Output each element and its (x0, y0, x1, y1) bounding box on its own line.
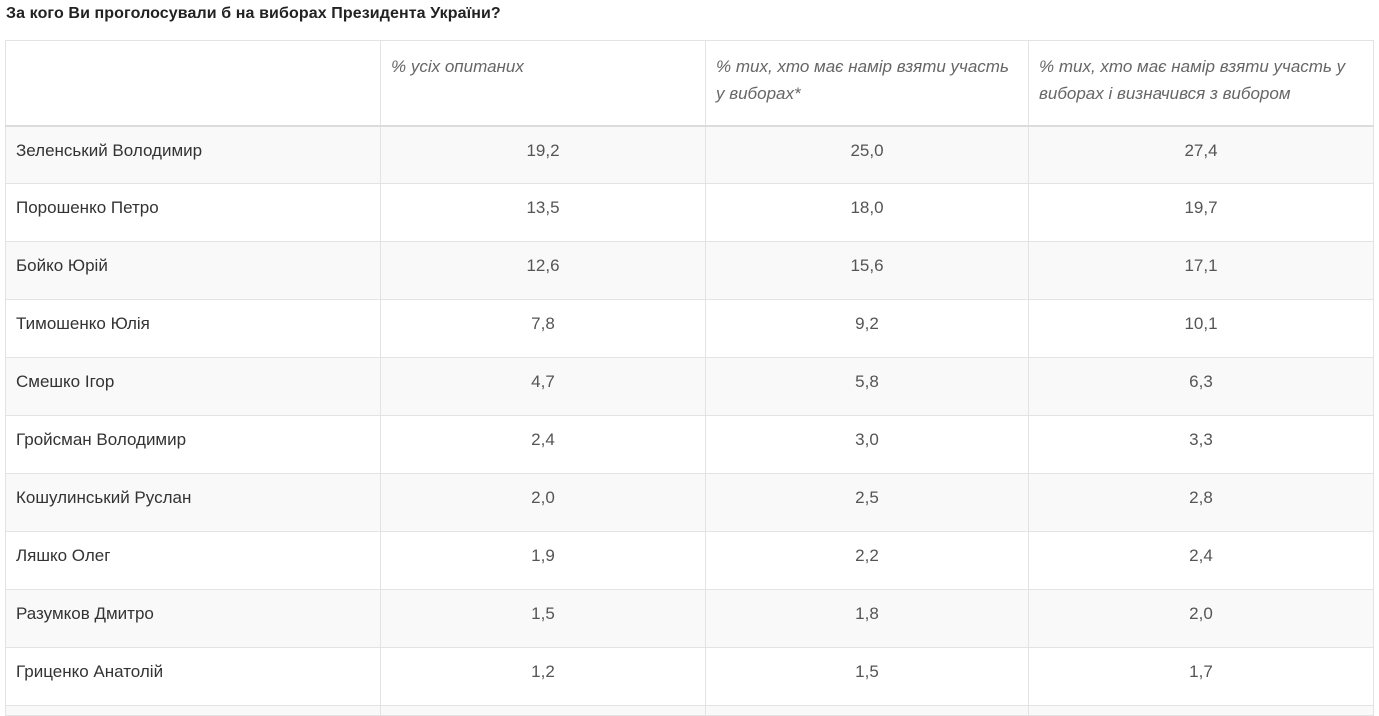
value-all-respondents: 2,4 (380, 415, 706, 474)
candidate-name: Порошенко Петро (5, 183, 381, 242)
value-intending-voters: 25,0 (705, 125, 1029, 184)
value-all-respondents: 1,5 (380, 589, 706, 648)
table-row: Порошенко Петро 13,5 18,0 19,7 (5, 183, 1374, 242)
candidate-name: Смешко Ігор (5, 357, 381, 416)
candidate-name: Кошулинський Руслан (5, 473, 381, 532)
value-all-respondents: 1,2 (380, 647, 706, 706)
table-row: Бойко Юрій 12,6 15,6 17,1 (5, 241, 1374, 300)
value-intending-voters: 18,0 (705, 183, 1029, 242)
value-intending-voters: 15,6 (705, 241, 1029, 300)
candidate-name: Разумков Дмитро (5, 589, 381, 648)
candidate-name: Бойко Юрій (5, 241, 381, 300)
value-all-respondents: 4,7 (380, 357, 706, 416)
table-row: Гриценко Анатолій 1,2 1,5 1,7 (5, 647, 1374, 706)
header-intending-voters: % тих, хто має намір взяти участь у вибо… (705, 40, 1029, 127)
value-intending-voters: 2,5 (705, 473, 1029, 532)
header-decided-voters: % тих, хто має намір взяти участь у вибо… (1028, 40, 1374, 127)
value-intending-voters: 3,0 (705, 415, 1029, 474)
value-decided-voters: 10,1 (1028, 299, 1374, 358)
value-all-respondents: 2,0 (380, 473, 706, 532)
header-candidate (5, 40, 381, 127)
value-decided-voters: 2,8 (1028, 473, 1374, 532)
value-decided-voters: 2,0 (1028, 589, 1374, 648)
header-all-respondents: % усіх опитаних (380, 40, 706, 127)
value-all-respondents: 7,8 (380, 299, 706, 358)
table-row: Разумков Дмитро 1,5 1,8 2,0 (5, 589, 1374, 648)
value-decided-voters: 6,3 (1028, 357, 1374, 416)
header-row: % усіх опитаних % тих, хто має намір взя… (5, 40, 1374, 127)
candidate-name: Ляшко Олег (5, 531, 381, 590)
value-intending-voters: 1,5 (705, 647, 1029, 706)
value-all-respondents: 12,6 (380, 241, 706, 300)
candidate-name: Зеленський Володимир (5, 125, 381, 184)
value-all-respondents: 19,2 (380, 125, 706, 184)
value-decided-voters: 19,7 (1028, 183, 1374, 242)
table-body: Зеленський Володимир 19,2 25,0 27,4 Порошенк… (5, 125, 1374, 716)
value-decided-voters: 3,3 (1028, 415, 1374, 474)
value-decided-voters: 1,7 (1028, 647, 1374, 706)
table-row: Гройсман Володимир 2,4 3,0 3,3 (5, 415, 1374, 474)
value-decided-voters: 27,4 (1028, 125, 1374, 184)
page-title: За кого Ви проголосували б на виборах Пр… (6, 5, 501, 22)
table-row: Кошулинський Руслан 2,0 2,5 2,8 (5, 473, 1374, 532)
value-intending-voters: 9,2 (705, 299, 1029, 358)
table-row: Смешко Ігор 4,7 5,8 6,3 (5, 357, 1374, 416)
value-decided-voters: 2,4 (1028, 531, 1374, 590)
value-all-respondents: 13,5 (380, 183, 706, 242)
value-intending-voters: 1,8 (705, 589, 1029, 648)
table-row: Ляшко Олег 1,9 2,2 2,4 (5, 531, 1374, 590)
table-row: Тимошенко Юлія 7,8 9,2 10,1 (5, 299, 1374, 358)
value-all-respondents: 1,9 (380, 531, 706, 590)
value-decided-voters: 17,1 (1028, 241, 1374, 300)
table-row: Зеленський Володимир 19,2 25,0 27,4 (5, 125, 1374, 184)
candidate-name: Гройсман Володимир (5, 415, 381, 474)
value-intending-voters: 5,8 (705, 357, 1029, 416)
table-header: % усіх опитаних % тих, хто має намір взя… (5, 40, 1374, 127)
candidate-name: Гриценко Анатолій (5, 647, 381, 706)
candidate-name: Тимошенко Юлія (5, 299, 381, 358)
value-intending-voters: 2,2 (705, 531, 1029, 590)
poll-results-table: % усіх опитаних % тих, хто має намір взя… (5, 40, 1374, 716)
